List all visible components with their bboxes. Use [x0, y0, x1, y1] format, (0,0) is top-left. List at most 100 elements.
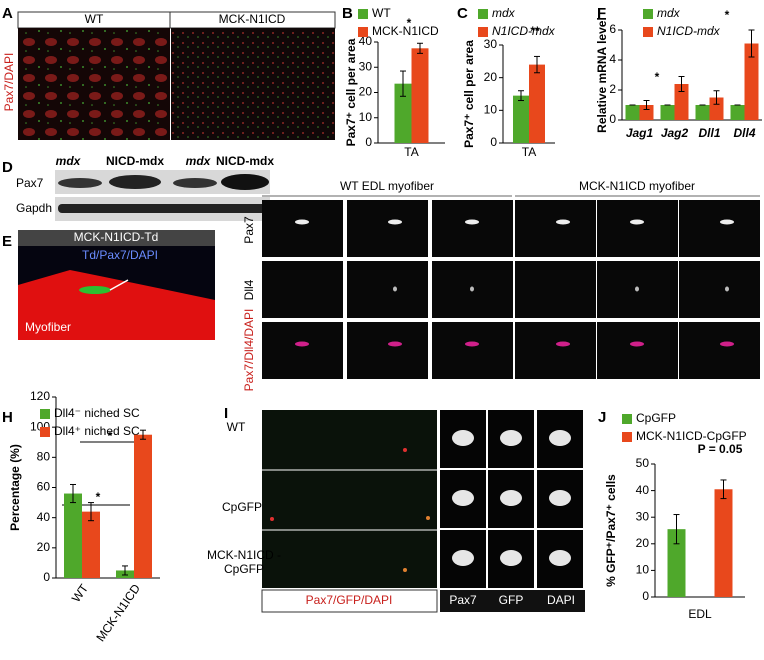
stain-label: Td/Pax7/DAPI [82, 248, 158, 262]
cell [388, 219, 402, 225]
legend-swatch [40, 427, 50, 437]
annotation: * [407, 16, 412, 30]
legend-swatch [643, 9, 653, 19]
cell [635, 286, 639, 292]
legend-label: Dll4⁻ niched SC [54, 406, 140, 420]
cell [556, 341, 570, 347]
lane-label: mdx [186, 154, 212, 168]
label-box [261, 589, 438, 613]
bar [695, 105, 710, 120]
legend-label: N1ICD-mdx [492, 24, 556, 38]
annotation: * [655, 70, 660, 84]
legend-swatch [478, 9, 488, 19]
panel-letter: D [2, 159, 13, 176]
annotation: ** [530, 24, 540, 38]
micrograph [679, 261, 760, 318]
micrograph [515, 200, 596, 257]
panel-letter: F [597, 5, 606, 22]
cell [465, 219, 479, 225]
error-bar [400, 70, 406, 97]
y-tick-label: 6 [609, 22, 616, 36]
micrograph [679, 322, 760, 379]
cell [393, 286, 397, 292]
x-tick-label: TA [522, 145, 536, 159]
bar [529, 64, 545, 143]
panel-letter: J [598, 409, 606, 426]
error-bar [643, 100, 650, 110]
x-tick-label: Jag2 [661, 126, 689, 140]
row-label: MCK-N1ICD -CpGFP [207, 548, 281, 576]
micrograph [432, 200, 513, 257]
y-tick-label: 120 [30, 389, 50, 403]
micrograph [171, 28, 335, 140]
nucleus [500, 430, 522, 446]
band [221, 174, 269, 190]
row-label: Dll4 [242, 279, 256, 300]
column-label: MCK-N1ICD [219, 12, 286, 26]
cell [630, 341, 644, 347]
cell [470, 286, 474, 292]
y-tick-label: 80 [37, 450, 51, 464]
header-box [18, 230, 215, 246]
nucleus [549, 490, 571, 506]
annotation: * [96, 490, 101, 504]
legend-swatch [358, 9, 368, 19]
error-bar [417, 42, 423, 54]
micrograph [262, 200, 343, 257]
header-box [17, 11, 336, 29]
y-tick-label: 10 [636, 563, 650, 577]
myofiber [18, 270, 215, 340]
cell [426, 516, 430, 520]
cell [720, 341, 734, 347]
y-tick-label: 40 [359, 34, 373, 48]
bar [744, 43, 759, 120]
legend-label: MCK-N1ICD-CpGFP [636, 429, 747, 443]
group-label: MCK-N1ICD myofiber [579, 179, 695, 193]
row-label: CpGFP [222, 500, 262, 514]
y-tick-label: 0 [365, 135, 372, 149]
row-label: Pax7 [242, 216, 256, 244]
micrograph [597, 200, 678, 257]
error-bar [122, 565, 128, 576]
row-label: Gapdh [16, 201, 52, 215]
nucleus [549, 430, 571, 446]
bar [660, 105, 675, 120]
panel-letter: B [342, 5, 353, 22]
y-tick-label: 30 [484, 37, 498, 51]
legend-swatch [40, 409, 50, 419]
group-label: WT EDL myofiber [340, 179, 434, 193]
channel-label: DAPI [547, 593, 575, 607]
legend-label: mdx [657, 6, 681, 20]
micrograph [18, 28, 170, 140]
panel-title: MCK-N1ICD-Td [74, 230, 159, 244]
cell [465, 341, 479, 347]
y-axis-label: Relative mRNA level [595, 17, 609, 133]
y-tick-label: 4 [609, 52, 616, 66]
panel-letter: I [224, 405, 228, 422]
y-axis-label: Pax7⁺ cell per area [344, 38, 358, 146]
x-tick-label: Jag1 [626, 126, 654, 140]
cell [725, 286, 729, 292]
band [58, 178, 102, 188]
legend-label: N1ICD-mdx [657, 24, 721, 38]
nucleus [500, 550, 522, 566]
arrow [109, 279, 129, 291]
cell [403, 448, 407, 452]
y-tick-label: 40 [636, 483, 650, 497]
error-bar [140, 429, 146, 440]
y-tick-label: 20 [359, 85, 373, 99]
y-tick-label: 30 [636, 509, 650, 523]
band [173, 178, 217, 188]
lane-label: NICD-mdx [216, 154, 274, 168]
error-bar [70, 483, 76, 504]
y-tick-label: 0 [642, 589, 649, 603]
bar [134, 434, 152, 578]
x-tick-label: WT [69, 581, 92, 605]
micrograph [262, 261, 343, 318]
band [58, 204, 266, 213]
micrograph [262, 322, 343, 379]
micrograph [347, 261, 428, 318]
micrograph [679, 200, 760, 257]
y-axis-label: Pax7⁺ cell per area [462, 40, 476, 148]
